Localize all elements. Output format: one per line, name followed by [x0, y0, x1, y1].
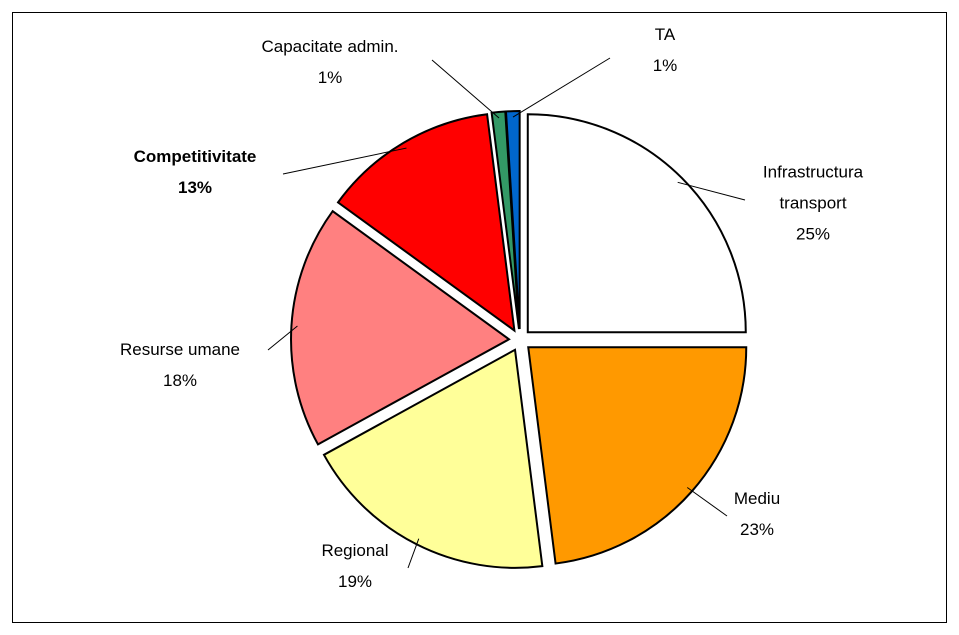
category-name: Infrastructura transport [762, 162, 864, 213]
category-name: Competitivitate [133, 147, 257, 166]
slice-label: Regional 19% [290, 535, 420, 597]
value-label: 23% [739, 520, 775, 539]
value-label: 1% [317, 68, 343, 87]
leader-line [512, 57, 611, 118]
pie-slice [504, 110, 521, 330]
value-label: 18% [162, 371, 198, 390]
pie-slice [527, 346, 748, 565]
leader-line [267, 325, 298, 351]
leader-line [686, 487, 728, 517]
pie-slice [336, 113, 516, 333]
category-name: Mediu [733, 489, 781, 508]
category-name: TA [654, 25, 676, 44]
value-label: 25% [795, 224, 831, 244]
slice-label: Resurse umane 18% [100, 334, 260, 396]
pie-slice [526, 113, 747, 334]
slice-label: TA 1% [635, 19, 695, 81]
leader-line [282, 147, 407, 175]
value-label: 13% [177, 178, 213, 197]
slice-label: Competitivitate 13% [115, 141, 275, 203]
leader-line [407, 538, 420, 569]
category-name: Regional [321, 541, 389, 560]
slice-label: Infrastructura transport 25% [748, 157, 878, 250]
slice-label: Mediu 23% [692, 483, 822, 545]
leader-line [677, 181, 746, 201]
pie-slice [322, 348, 544, 569]
category-name: Resurse umane [119, 340, 240, 359]
value-label: 1% [652, 56, 678, 75]
value-label: 19% [337, 572, 373, 591]
category-name: Capacitate admin. [261, 37, 399, 56]
slice-label: Capacitate admin. 1% [235, 31, 425, 93]
leader-line [431, 59, 500, 119]
pie-slice [290, 209, 511, 446]
